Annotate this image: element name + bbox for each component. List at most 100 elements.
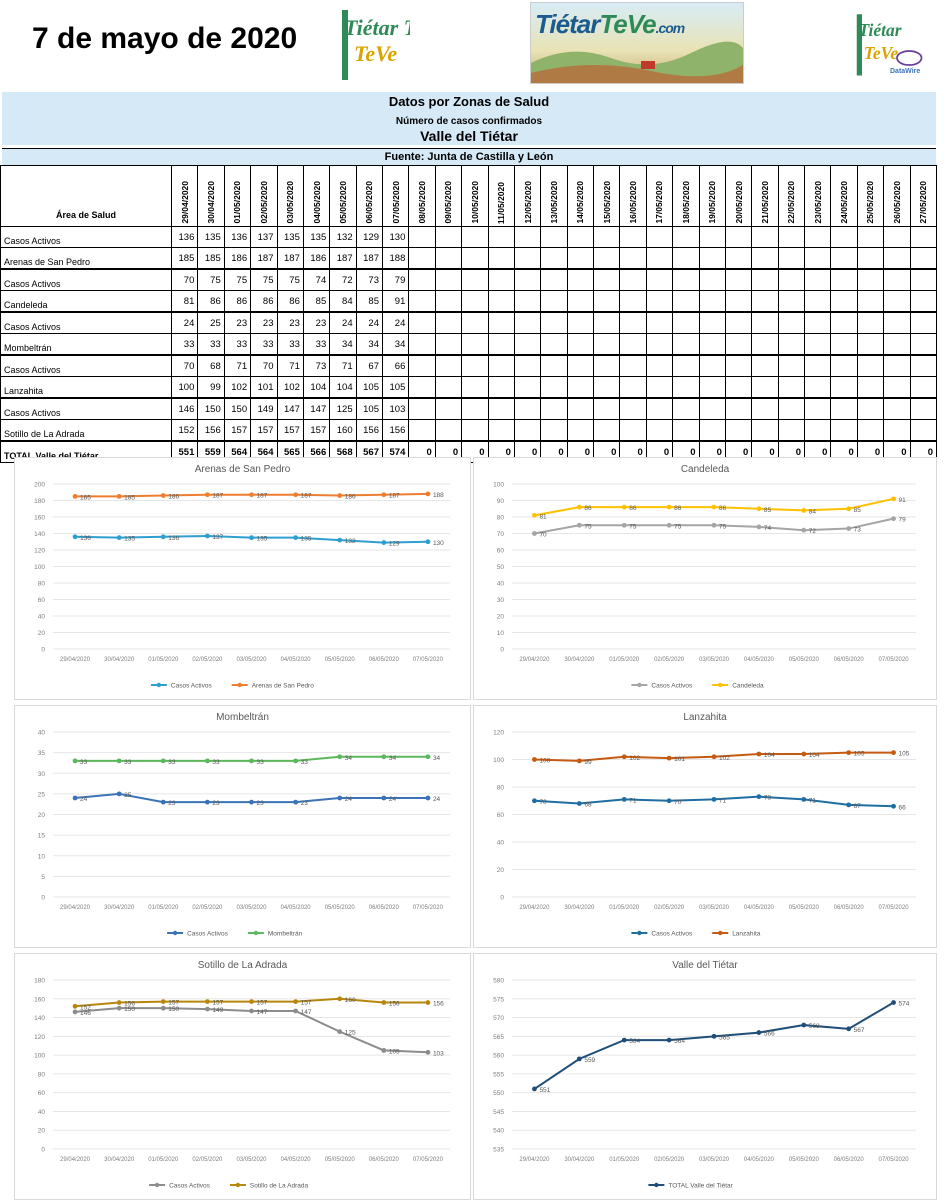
date-header: 29/04/2020 bbox=[170, 165, 199, 227]
data-label: 72 bbox=[809, 528, 817, 535]
table-cell bbox=[619, 333, 647, 356]
data-point bbox=[666, 1037, 672, 1043]
legend-marker bbox=[154, 1182, 160, 1188]
data-label: 160 bbox=[345, 997, 356, 1004]
data-point bbox=[293, 535, 299, 541]
data-label: 24 bbox=[433, 796, 441, 803]
table-cell: 99 bbox=[197, 376, 225, 399]
x-tick-label: 05/05/2020 bbox=[789, 1157, 820, 1163]
x-tick-label: 01/05/2020 bbox=[148, 905, 179, 911]
tietar-teve-logo-left: Tiétar TeVe TeVe bbox=[342, 10, 410, 80]
table-cell: 135 bbox=[197, 226, 225, 248]
data-label: 75 bbox=[584, 523, 592, 530]
data-point bbox=[891, 516, 896, 522]
table-cell: 25 bbox=[197, 311, 225, 334]
data-point bbox=[891, 496, 896, 502]
x-tick-label: 06/05/2020 bbox=[834, 1157, 865, 1163]
data-label: 156 bbox=[389, 1001, 400, 1008]
table-cell: 136 bbox=[223, 226, 252, 248]
y-tick-label: 15 bbox=[38, 833, 46, 840]
table-cell bbox=[777, 290, 806, 313]
row-label: Arenas de San Pedro bbox=[0, 247, 172, 270]
date-title: 7 de mayo de 2020 bbox=[32, 22, 298, 55]
y-tick-label: 140 bbox=[34, 531, 45, 538]
section-subtitle: Número de casos confirmados bbox=[2, 115, 936, 129]
data-label: 102 bbox=[629, 755, 640, 762]
chart-title: Arenas de San Pedro bbox=[194, 464, 291, 475]
date-header-label: 01/05/2020 bbox=[232, 181, 243, 224]
table-cell bbox=[461, 333, 489, 356]
table-cell bbox=[513, 290, 542, 313]
table-cell: 73 bbox=[355, 268, 384, 291]
table-cell bbox=[909, 311, 937, 334]
x-tick-label: 30/04/2020 bbox=[564, 1157, 595, 1163]
row-label: Lanzahita bbox=[0, 376, 172, 399]
table-cell: 71 bbox=[276, 354, 304, 377]
table-cell: 147 bbox=[276, 397, 304, 420]
table-cell: 103 bbox=[381, 397, 410, 420]
data-label: 551 bbox=[539, 1087, 550, 1094]
y-tick-label: 575 bbox=[493, 996, 504, 1003]
table-cell: 34 bbox=[329, 333, 357, 356]
table-cell bbox=[408, 247, 436, 270]
table-cell bbox=[619, 268, 647, 291]
table-cell: 157 bbox=[223, 419, 252, 442]
table-cell bbox=[724, 226, 753, 248]
date-header-label: 23/05/2020 bbox=[812, 181, 823, 224]
table-cell bbox=[830, 247, 858, 270]
table-cell bbox=[645, 247, 674, 270]
table-cell bbox=[434, 333, 463, 356]
x-tick-label: 03/05/2020 bbox=[236, 657, 267, 663]
y-tick-label: 10 bbox=[497, 630, 505, 637]
table-cell: 104 bbox=[329, 376, 357, 399]
table-cell bbox=[803, 397, 832, 420]
legend-marker bbox=[156, 682, 162, 688]
table-cell bbox=[830, 311, 858, 334]
table-cell bbox=[513, 247, 542, 270]
chart-candeleda: Candeleda 0 10 20 30 40 50 60 70 80 90 100 29/04/20… bbox=[473, 457, 937, 700]
data-point bbox=[293, 492, 299, 498]
table-cell: 33 bbox=[170, 333, 199, 356]
table-cell: 23 bbox=[223, 311, 252, 334]
table-cell: 84 bbox=[329, 290, 357, 313]
table-cell bbox=[883, 268, 911, 291]
table-cell bbox=[487, 311, 515, 334]
table-cell bbox=[883, 311, 911, 334]
table-cell bbox=[540, 311, 568, 334]
data-point bbox=[666, 504, 672, 510]
date-header-label: 05/05/2020 bbox=[337, 181, 348, 224]
x-tick-label: 02/05/2020 bbox=[654, 657, 685, 663]
data-point bbox=[249, 758, 254, 764]
data-point bbox=[72, 795, 78, 801]
table-cell bbox=[698, 376, 726, 399]
data-label: 129 bbox=[389, 541, 400, 548]
table-cell bbox=[883, 397, 911, 420]
data-label: 86 bbox=[719, 505, 727, 512]
date-header-label: 19/05/2020 bbox=[707, 181, 718, 224]
y-tick-label: 20 bbox=[38, 812, 46, 819]
table-cell bbox=[672, 397, 700, 420]
table-cell bbox=[830, 290, 858, 313]
table-cell bbox=[487, 290, 515, 313]
x-tick-label: 30/04/2020 bbox=[104, 657, 135, 663]
chart-title: Valle del Tiétar bbox=[672, 960, 738, 971]
svg-text:TeVe: TeVe bbox=[354, 41, 397, 66]
data-point bbox=[160, 799, 166, 805]
table-cell: 33 bbox=[250, 333, 278, 356]
table-cell bbox=[883, 226, 911, 248]
table-cell bbox=[645, 311, 674, 334]
y-tick-label: 0 bbox=[41, 647, 45, 654]
table-cell: 101 bbox=[250, 376, 278, 399]
y-tick-label: 180 bbox=[34, 498, 45, 505]
table-cell: 23 bbox=[276, 311, 304, 334]
table-cell bbox=[724, 333, 753, 356]
date-header: 01/05/2020 bbox=[223, 165, 252, 227]
table-cell bbox=[751, 268, 779, 291]
data-label: 185 bbox=[80, 494, 91, 501]
table-cell: 24 bbox=[381, 311, 410, 334]
data-point bbox=[160, 999, 166, 1004]
data-point bbox=[337, 1029, 343, 1035]
data-label: 574 bbox=[899, 1001, 910, 1008]
data-label: 157 bbox=[257, 1000, 268, 1007]
logo-text-com: .com bbox=[655, 20, 686, 36]
